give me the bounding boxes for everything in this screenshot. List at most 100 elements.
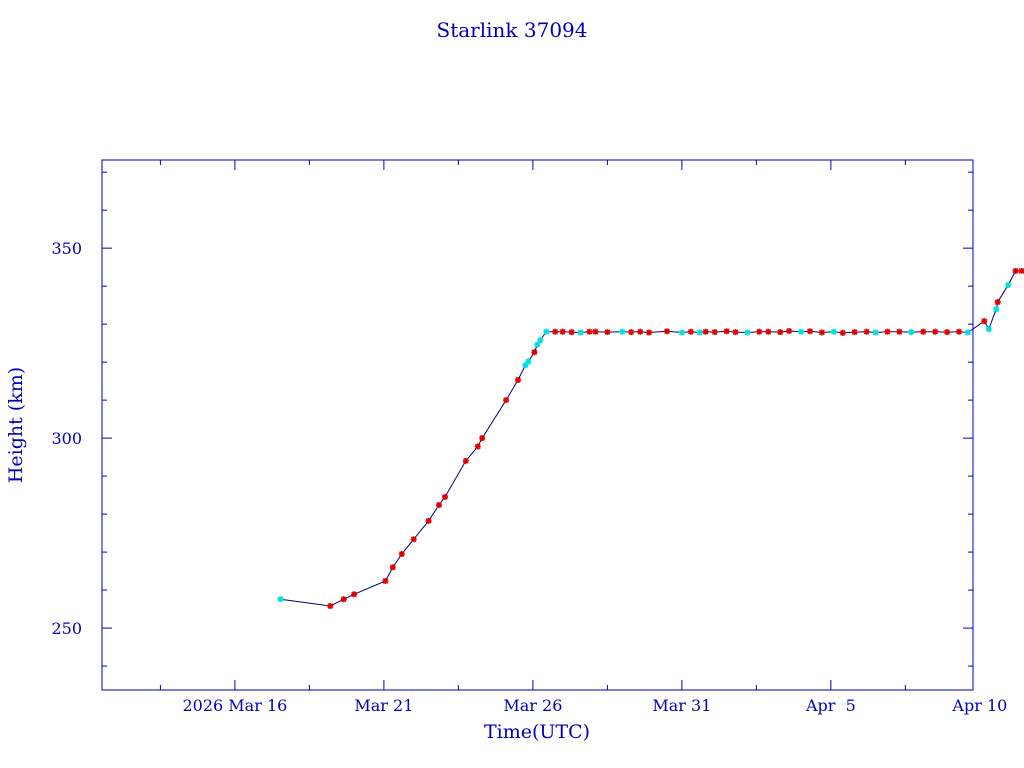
marker-stroke: [646, 329, 652, 336]
data-point-red: [389, 564, 396, 571]
marker-stroke: [351, 591, 357, 598]
data-point-red: [340, 596, 347, 603]
data-point-red: [515, 377, 521, 383]
marker-stroke: [985, 326, 992, 332]
data-point-cyan: [678, 329, 685, 336]
marker-stroke: [436, 502, 442, 508]
marker-stroke: [777, 329, 784, 335]
data-point-red: [664, 328, 670, 335]
marker-stroke: [503, 397, 509, 403]
marker-stroke: [1012, 268, 1019, 274]
marker-stroke: [756, 328, 763, 335]
data-point-red: [531, 349, 538, 356]
marker-stroke: [993, 306, 1000, 313]
data-point-red: [592, 328, 599, 335]
x-tick-label: Apr 5: [805, 696, 856, 715]
data-point-cyan: [577, 329, 584, 336]
data-point-red: [442, 494, 448, 500]
marker-stroke: [442, 494, 448, 500]
marker-stroke: [398, 551, 405, 557]
marker-stroke: [908, 329, 915, 335]
data-point-red: [382, 578, 389, 584]
data-point-red: [479, 435, 486, 442]
marker-stroke: [327, 603, 334, 609]
data-point-red: [646, 329, 653, 336]
data-point-red: [818, 329, 825, 336]
marker-stroke: [515, 377, 521, 383]
marker-stroke: [577, 329, 584, 336]
marker-stroke: [696, 329, 703, 336]
marker-stroke: [798, 328, 804, 335]
data-point-red: [981, 318, 988, 325]
data-point-red: [932, 328, 939, 335]
marker-stroke: [851, 329, 858, 335]
data-point-red: [327, 603, 334, 609]
marker-stroke: [765, 328, 772, 335]
data-point-red: [884, 328, 891, 335]
marker-stroke: [872, 329, 879, 336]
marker-stroke: [944, 329, 950, 335]
data-point-cyan: [993, 306, 1000, 313]
data-point-cyan: [543, 328, 550, 335]
marker-stroke: [863, 328, 870, 335]
marker-stroke: [534, 341, 541, 348]
marker-stroke: [965, 329, 971, 336]
data-point-cyan: [537, 337, 544, 344]
marker-stroke: [389, 564, 396, 571]
marker-stroke: [637, 328, 644, 335]
marker-stroke: [981, 318, 988, 324]
data-point-cyan: [525, 358, 532, 365]
series-line: [280, 270, 1024, 607]
data-point-red: [687, 328, 694, 335]
data-point-red: [944, 329, 951, 336]
marker-stroke: [340, 596, 347, 603]
marker-stroke: [628, 329, 635, 335]
marker-stroke: [537, 337, 544, 343]
data-point-cyan: [619, 328, 626, 335]
x-tick-label: Mar 21: [354, 696, 413, 715]
data-point-red: [604, 329, 611, 336]
y-axis-label: Height (km): [5, 367, 27, 483]
marker-stroke: [592, 328, 599, 335]
marker-stroke: [604, 329, 611, 335]
marker-stroke: [474, 443, 481, 450]
plot-frame: [101, 159, 974, 691]
marker-stroke: [382, 578, 389, 584]
marker-stroke: [679, 329, 685, 336]
axis-ticks: [102, 160, 973, 690]
data-point-red: [777, 329, 784, 336]
data-point-red: [628, 329, 635, 336]
marker-stroke: [525, 358, 532, 365]
marker-stroke: [994, 299, 1001, 305]
data-point-red: [552, 328, 559, 335]
marker-stroke: [277, 596, 284, 603]
x-tick-label: Apr 10: [951, 696, 1007, 715]
data-point-cyan: [872, 329, 879, 336]
marker-stroke: [956, 328, 962, 335]
marker-stroke: [807, 328, 813, 335]
data-point-red: [732, 329, 739, 336]
marker-stroke: [732, 329, 739, 335]
data-point-red: [398, 551, 405, 557]
x-tick-labels: 2026 Mar 16 Mar 21 Mar 26 Mar 31 Apr 5 Apr 10…: [182, 696, 1007, 715]
x-tick-label: Mar 31: [652, 696, 711, 715]
data-point-red: [425, 517, 432, 524]
marker-stroke: [687, 328, 694, 335]
data-point-red: [568, 329, 575, 336]
marker-stroke: [723, 328, 730, 335]
data-point-red: [702, 328, 709, 335]
data-point-red: [786, 328, 793, 334]
x-tick-label: 2026 Mar 16: [182, 696, 287, 715]
marker-stroke: [819, 329, 825, 336]
marker-stroke: [479, 435, 486, 441]
marker-stroke: [462, 458, 469, 464]
marker-stroke: [884, 328, 891, 335]
data-point-cyan: [798, 328, 805, 335]
data-point-red: [1012, 267, 1019, 274]
marker-stroke: [744, 329, 751, 336]
data-point-red: [503, 397, 510, 404]
x-axis-label: Time(UTC): [484, 721, 590, 743]
marker-stroke: [586, 328, 593, 335]
data-point-red: [586, 328, 593, 335]
marker-stroke: [786, 328, 792, 334]
